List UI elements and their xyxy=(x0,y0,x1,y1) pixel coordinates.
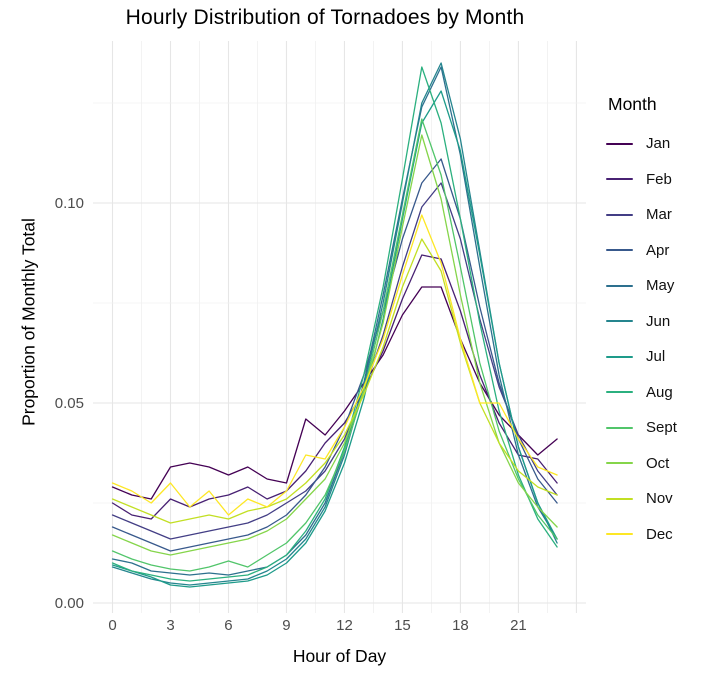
x-axis-title: Hour of Day xyxy=(292,646,387,666)
legend-label-feb: Feb xyxy=(646,170,672,188)
legend-swatch-oct xyxy=(606,462,633,465)
y-tick-label-0.10: 0.10 xyxy=(55,195,84,212)
legend-label-dec: Dec xyxy=(646,525,673,543)
legend-item-mar: Mar xyxy=(606,197,706,233)
legend-item-jan: Jan xyxy=(606,126,706,162)
y-axis-title: Proportion of Monthly Total xyxy=(18,218,39,426)
x-tick-label-3: 3 xyxy=(166,617,174,634)
legend-title: Month xyxy=(608,94,657,114)
legend-swatch-jun xyxy=(606,320,633,323)
series-line-may xyxy=(111,66,558,576)
legend-item-nov: Nov xyxy=(606,481,706,517)
legend-swatch-apr xyxy=(606,249,633,252)
series-line-nov xyxy=(111,238,558,524)
series-line-apr xyxy=(111,158,558,552)
legend-item-sept: Sept xyxy=(606,410,706,446)
series-line-mar xyxy=(111,182,558,540)
legend-swatch-nov xyxy=(606,497,633,500)
y-tick-label-0.00: 0.00 xyxy=(55,595,84,612)
legend-item-may: May xyxy=(606,268,706,304)
legend-label-nov: Nov xyxy=(646,490,673,508)
x-tick-label-9: 9 xyxy=(282,617,290,634)
x-tick-label-15: 15 xyxy=(394,617,411,634)
legend-swatch-mar xyxy=(606,213,633,216)
legend-label-aug: Aug xyxy=(646,383,673,401)
legend-label-mar: Mar xyxy=(646,206,672,224)
legend-label-may: May xyxy=(646,277,675,295)
series-line-oct xyxy=(111,134,558,556)
chart-title: Hourly Distribution of Tornadoes by Mont… xyxy=(125,6,525,29)
x-tick-label-12: 12 xyxy=(336,617,353,634)
legend-item-feb: Feb xyxy=(606,162,706,198)
legend-swatch-dec xyxy=(606,533,633,536)
series-line-jan xyxy=(111,286,558,500)
legend-label-sept: Sept xyxy=(646,419,677,437)
legend-swatch-aug xyxy=(606,391,633,394)
legend-item-dec: Dec xyxy=(606,517,706,553)
series-line-dec xyxy=(111,214,558,516)
legend-label-apr: Apr xyxy=(646,241,670,259)
series-line-jul xyxy=(111,90,558,588)
x-tick-label-0: 0 xyxy=(108,617,116,634)
legend-label-jan: Jan xyxy=(646,135,671,153)
legend: Month Jan Feb Mar Apr May Jun Jul Aug Sept Oct Nov… xyxy=(606,94,706,552)
legend-items: Jan Feb Mar Apr May Jun Jul Aug Sept Oct Nov Dec xyxy=(606,126,706,552)
series-line-sept xyxy=(111,118,558,572)
legend-item-oct: Oct xyxy=(606,446,706,482)
y-tick-label-0.05: 0.05 xyxy=(55,395,84,412)
x-tick-label-21: 21 xyxy=(510,617,527,634)
legend-item-jun: Jun xyxy=(606,304,706,340)
legend-label-jul: Jul xyxy=(646,348,666,366)
x-tick-label-18: 18 xyxy=(452,617,469,634)
legend-item-jul: Jul xyxy=(606,339,706,375)
legend-swatch-jan xyxy=(606,142,633,145)
legend-swatch-may xyxy=(606,284,633,287)
legend-label-oct: Oct xyxy=(646,454,670,472)
legend-swatch-feb xyxy=(606,178,633,181)
legend-swatch-sept xyxy=(606,426,633,429)
legend-item-apr: Apr xyxy=(606,233,706,269)
legend-label-jun: Jun xyxy=(646,312,671,330)
legend-item-aug: Aug xyxy=(606,375,706,411)
x-tick-label-6: 6 xyxy=(224,617,232,634)
series-line-feb xyxy=(111,254,558,520)
legend-swatch-jul xyxy=(606,355,633,358)
